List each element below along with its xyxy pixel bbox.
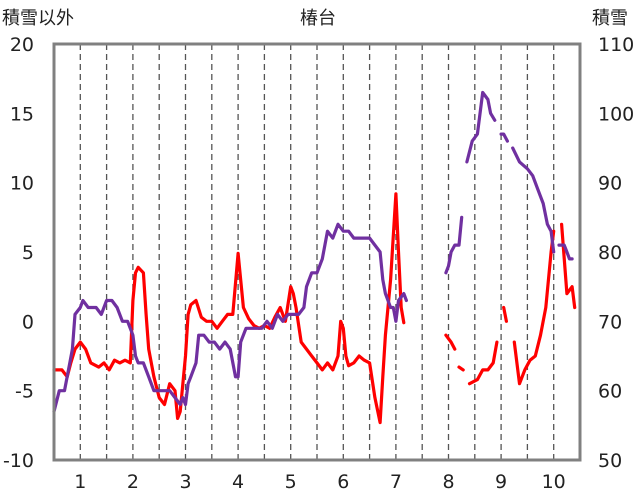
purple-series-segment-0 xyxy=(52,222,408,414)
x-tick-label: 4 xyxy=(232,471,244,493)
x-tick-label: 6 xyxy=(337,471,349,493)
chart-title: 椿台 xyxy=(300,8,336,29)
purple-series-segment-3 xyxy=(499,132,509,143)
left-tick-label: 5 xyxy=(22,242,34,264)
right-axis-label: 積雪 xyxy=(592,8,628,29)
right-tick-label: 90 xyxy=(598,173,622,195)
x-tick-label: 5 xyxy=(285,471,297,493)
data-series xyxy=(52,90,577,425)
red-series-segment-4 xyxy=(502,305,508,323)
red-series-segment-0 xyxy=(52,192,406,425)
red-series-segment-2 xyxy=(457,365,465,372)
x-ticks: 1 2 3 4 5 6 7 8 9 10 xyxy=(74,471,566,493)
left-tick-label: 10 xyxy=(10,173,34,195)
left-tick-label: 20 xyxy=(10,34,34,56)
left-axis-label: 積雪以外 xyxy=(2,8,74,29)
left-tick-label: 15 xyxy=(10,103,34,125)
red-series-segment-5 xyxy=(512,229,556,386)
right-tick-label: 110 xyxy=(598,34,634,56)
x-tick-label: 7 xyxy=(390,471,402,493)
red-series-segment-6 xyxy=(560,222,577,310)
plot-frame xyxy=(52,42,582,462)
right-y-ticks: 110 100 90 80 70 60 50 xyxy=(598,34,634,472)
right-tick-label: 50 xyxy=(598,450,622,472)
purple-series-segment-4 xyxy=(511,146,556,254)
right-tick-label: 60 xyxy=(598,381,622,403)
purple-series-segment-5 xyxy=(557,243,574,261)
right-tick-label: 70 xyxy=(598,311,622,333)
x-tick-label: 9 xyxy=(495,471,507,493)
x-tick-label: 2 xyxy=(127,471,139,493)
left-tick-label: -5 xyxy=(15,381,34,403)
x-tick-label: 8 xyxy=(442,471,454,493)
x-tick-label: 3 xyxy=(179,471,191,493)
purple-series-segment-1 xyxy=(444,215,464,275)
red-series-segment-1 xyxy=(444,333,457,351)
right-tick-label: 100 xyxy=(598,103,634,125)
red-series-segment-3 xyxy=(467,340,499,386)
left-tick-label: -10 xyxy=(3,450,34,472)
vertical-gridlines xyxy=(79,44,555,460)
x-tick-label: 1 xyxy=(74,471,86,493)
left-tick-label: 0 xyxy=(22,311,34,333)
right-tick-label: 80 xyxy=(598,242,622,264)
x-tick-label: 10 xyxy=(542,471,566,493)
left-y-ticks: 20 15 10 5 0 -5 -10 xyxy=(3,34,34,472)
purple-series-segment-2 xyxy=(465,90,497,164)
